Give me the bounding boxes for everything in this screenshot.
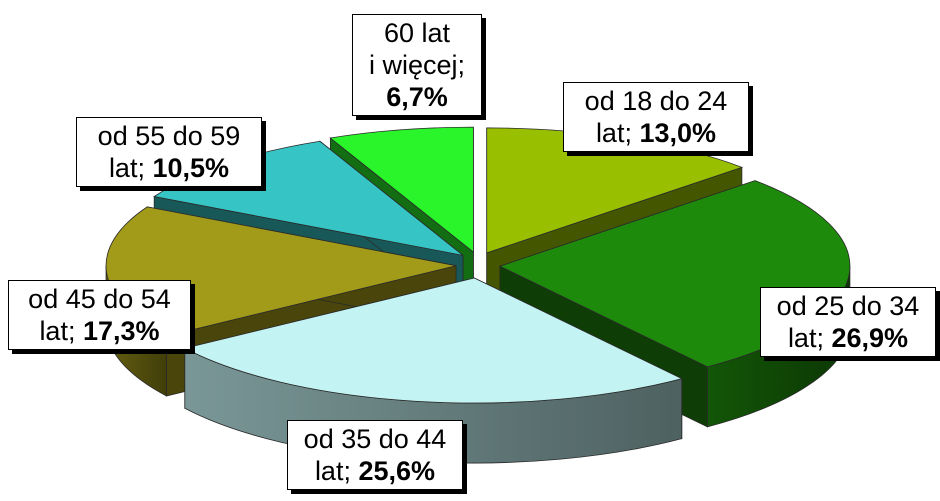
- label-slice-4: od 55 do 59 lat; 10,5%: [76, 117, 262, 187]
- label-slice-0: od 18 do 24 lat; 13,0%: [563, 82, 749, 152]
- label-slice-2: od 35 do 44 lat; 25,6%: [287, 420, 463, 490]
- label-slice-3: od 45 do 54 lat; 17,3%: [8, 280, 191, 350]
- slice-5-top: [329, 126, 474, 253]
- slice-2-top: [183, 277, 683, 404]
- label-slice-5: 60 lat i więcej; 6,7%: [352, 14, 482, 116]
- label-slice-1: od 25 do 34 lat; 26,9%: [760, 287, 936, 357]
